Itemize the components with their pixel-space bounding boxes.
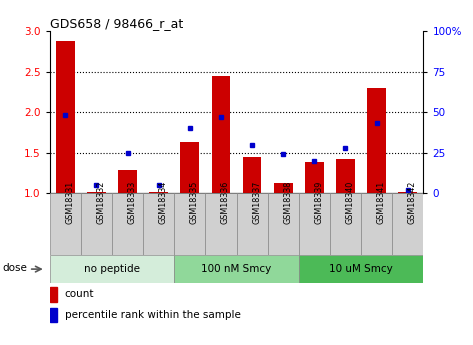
Text: count: count [65,289,94,299]
Text: 10 uM Smcy: 10 uM Smcy [329,264,393,274]
Bar [274,184,292,193]
Bar [268,193,299,255]
Text: GSM18335: GSM18335 [190,181,199,224]
Bar [87,191,105,193]
Text: GSM18338: GSM18338 [283,181,292,224]
Bar [243,157,262,193]
Bar [81,193,112,255]
Bar [361,193,392,255]
Text: GSM18332: GSM18332 [96,181,105,224]
Text: no peptide: no peptide [84,264,140,274]
Bar [236,193,268,255]
Text: GSM18341: GSM18341 [377,181,385,224]
Bar [143,193,174,255]
Bar [336,159,355,193]
Bar [50,308,57,322]
Bar [174,255,299,283]
Text: GSM18342: GSM18342 [408,181,417,224]
Text: GSM18334: GSM18334 [158,181,167,224]
Bar [56,41,75,193]
Bar [50,287,57,302]
Text: 100 nM Smcy: 100 nM Smcy [201,264,272,274]
Text: GSM18336: GSM18336 [221,181,230,224]
Bar [174,193,205,255]
Bar [50,193,81,255]
Bar [205,193,236,255]
Bar [299,193,330,255]
Text: GSM18339: GSM18339 [315,181,324,224]
Bar [367,88,386,193]
Bar [299,255,423,283]
Bar [392,193,423,255]
Text: dose: dose [2,263,27,273]
Text: percentile rank within the sample: percentile rank within the sample [65,310,240,320]
Text: GSM18340: GSM18340 [345,181,354,224]
Bar [211,77,230,193]
Text: GSM18337: GSM18337 [252,181,261,224]
Bar [118,170,137,193]
Bar [180,142,199,193]
Bar [50,255,174,283]
Text: GSM18331: GSM18331 [65,181,74,224]
Text: GSM18333: GSM18333 [128,181,137,224]
Text: GDS658 / 98466_r_at: GDS658 / 98466_r_at [50,17,183,30]
Bar [112,193,143,255]
Bar [330,193,361,255]
Bar [305,162,324,193]
